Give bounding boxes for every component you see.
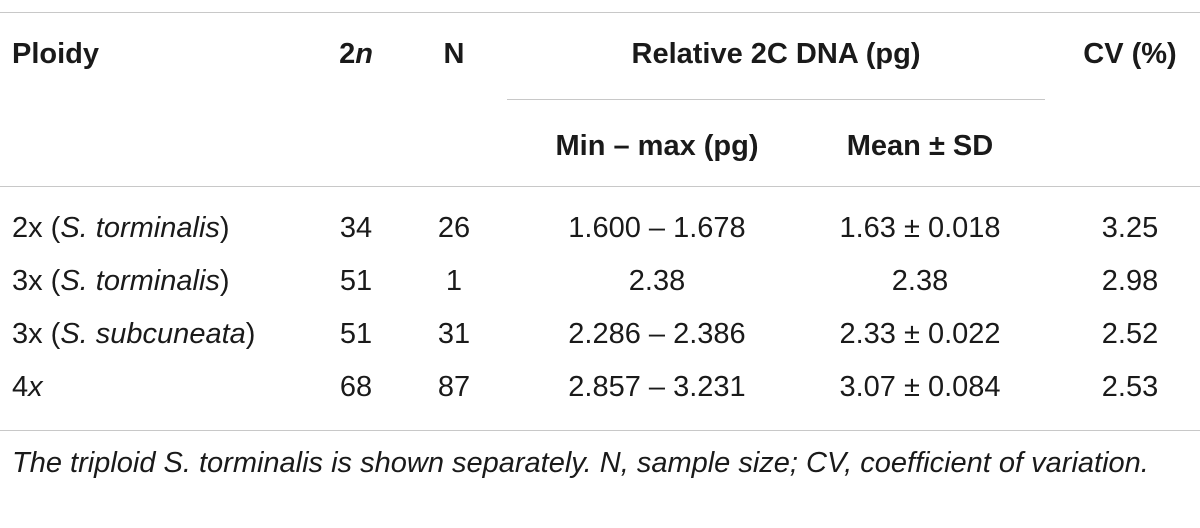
row3-n: 31 — [437, 318, 471, 350]
header-relative-dna: Relative 2C DNA (pg) — [631, 38, 921, 70]
row1-species: S. torminalis — [60, 212, 220, 244]
header-2n-number: 2 — [339, 38, 356, 70]
header-rule — [0, 186, 1200, 187]
table-footnote: The triploid S. torminalis is shown sepa… — [12, 447, 1149, 479]
row3-2n: 51 — [339, 318, 373, 350]
row2-mean-sd: 2.38 — [891, 265, 949, 297]
row2-ploidy: 3x (S. torminalis) — [12, 263, 230, 299]
row1-min-max: 1.600 – 1.678 — [568, 212, 746, 244]
row1-2n: 34 — [339, 212, 373, 244]
row3-ploidy-suffix: ) — [245, 318, 256, 350]
row4-ploidy-number: 4 — [12, 371, 29, 403]
row3-min-max: 2.286 – 2.386 — [568, 318, 746, 350]
row4-cv: 2.53 — [1101, 371, 1159, 403]
row2-n: 1 — [445, 265, 463, 297]
row3-ploidy-prefix: 3x ( — [12, 318, 61, 350]
row3-cv: 2.52 — [1101, 318, 1159, 350]
row2-cv: 2.98 — [1101, 265, 1159, 297]
header-mean-sd: Mean ± SD — [846, 130, 994, 162]
header-n: N — [443, 38, 465, 70]
row3-mean-sd: 2.33 ± 0.022 — [839, 318, 1001, 350]
row2-ploidy-suffix: ) — [219, 265, 230, 297]
subheader-rule — [507, 99, 1045, 100]
row1-n: 26 — [437, 212, 471, 244]
row1-mean-sd: 1.63 ± 0.018 — [839, 212, 1001, 244]
header-2n-variable: n — [355, 38, 373, 70]
row4-ploidy: 4x — [12, 369, 43, 405]
bottom-rule — [0, 430, 1200, 431]
row3-species: S. subcuneata — [60, 318, 246, 350]
row2-ploidy-prefix: 3x ( — [12, 265, 61, 297]
header-2n: 2n — [316, 36, 396, 72]
row4-ploidy-variable: x — [28, 371, 43, 403]
header-cv: CV (%) — [1083, 38, 1177, 70]
row1-ploidy-suffix: ) — [219, 212, 230, 244]
row4-min-max: 2.857 – 3.231 — [568, 371, 746, 403]
row1-cv: 3.25 — [1101, 212, 1159, 244]
header-ploidy: Ploidy — [12, 38, 100, 70]
row4-2n: 68 — [339, 371, 373, 403]
row2-2n: 51 — [339, 265, 373, 297]
row1-ploidy-prefix: 2x ( — [12, 212, 61, 244]
row1-ploidy: 2x (S. torminalis) — [12, 210, 230, 246]
row4-n: 87 — [437, 371, 471, 403]
row2-min-max: 2.38 — [628, 265, 686, 297]
row2-species: S. torminalis — [60, 265, 220, 297]
header-min-max: Min – max (pg) — [555, 130, 759, 162]
top-rule — [0, 12, 1200, 13]
row4-mean-sd: 3.07 ± 0.084 — [839, 371, 1001, 403]
row3-ploidy: 3x (S. subcuneata) — [12, 316, 255, 352]
